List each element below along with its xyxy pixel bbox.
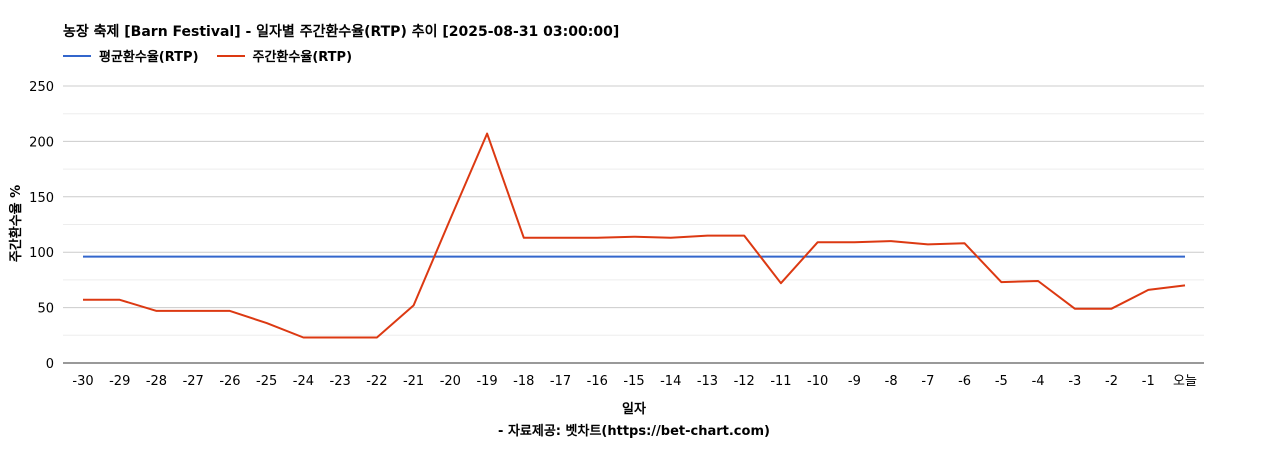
chart-title: 농장 축제 [Barn Festival] - 일자별 주간환수율(RTP) 추… xyxy=(63,24,620,40)
legend-swatch-weekly-rtp xyxy=(216,54,245,57)
legend-label-avg-rtp: 평균환수율(RTP) xyxy=(99,50,199,65)
x-tick-label: -2 xyxy=(1105,374,1118,389)
x-tick-label: -16 xyxy=(587,374,608,389)
x-tick-label: -30 xyxy=(72,374,93,389)
x-tick-label: -20 xyxy=(440,374,461,389)
y-tick-label: 200 xyxy=(29,135,54,150)
x-tick-label: -6 xyxy=(958,374,971,389)
x-tick-label: -7 xyxy=(921,374,934,389)
x-tick-label: -13 xyxy=(697,374,718,389)
x-axis-ticks: -30 -29 -28 -27 -26 -25 -24 -23 -22 -21 -20 -19 -18 -… xyxy=(72,374,1197,389)
y-tick-label: 0 xyxy=(46,357,54,372)
x-tick-label: -5 xyxy=(995,374,1008,389)
legend-label-weekly-rtp: 주간환수율(RTP) xyxy=(252,50,353,65)
x-tick-label: -11 xyxy=(770,374,791,389)
x-tick-label: 오늘 xyxy=(1173,374,1197,389)
x-tick-label: -18 xyxy=(513,374,534,389)
x-tick-label: -3 xyxy=(1068,374,1081,389)
y-tick-label: 100 xyxy=(29,246,54,261)
y-tick-label: 50 xyxy=(37,302,54,317)
y-axis-title: 주간환수율 % xyxy=(8,185,24,262)
x-tick-label: -25 xyxy=(256,374,277,389)
x-tick-label: -1 xyxy=(1142,374,1155,389)
x-tick-label: -4 xyxy=(1032,374,1045,389)
x-tick-label: -24 xyxy=(293,374,314,389)
grid-lines xyxy=(63,85,1204,336)
series-lines xyxy=(82,132,1186,339)
x-tick-label: -21 xyxy=(403,374,424,389)
y-tick-label: 150 xyxy=(29,191,54,206)
x-tick-label: -9 xyxy=(848,374,861,389)
y-tick-label: 250 xyxy=(29,80,54,95)
legend: 평균환수율(RTP) 주간환수율(RTP) xyxy=(63,46,370,65)
x-axis-title: 일자 xyxy=(622,402,646,417)
x-tick-label: -10 xyxy=(807,374,828,389)
x-tick-label: -12 xyxy=(734,374,755,389)
source-note: - 자료제공: 벳차트(https://bet-chart.com) xyxy=(498,424,770,439)
legend-item-weekly-rtp[interactable]: 주간환수율(RTP) xyxy=(216,46,353,65)
x-tick-label: -28 xyxy=(146,374,167,389)
x-tick-label: -23 xyxy=(330,374,351,389)
x-tick-label: -19 xyxy=(476,374,497,389)
x-tick-label: -26 xyxy=(219,374,240,389)
x-tick-label: -27 xyxy=(183,374,204,389)
x-tick-label: -17 xyxy=(550,374,571,389)
legend-item-avg-rtp[interactable]: 평균환수율(RTP) xyxy=(63,46,199,65)
x-tick-label: -14 xyxy=(660,374,681,389)
y-axis-ticks: 0 50 100 150 200 250 xyxy=(29,80,54,372)
legend-swatch-avg-rtp xyxy=(63,54,91,57)
x-tick-label: -22 xyxy=(366,374,387,389)
series-line-weekly-rtp xyxy=(83,132,1186,339)
x-tick-label: -15 xyxy=(623,374,644,389)
x-tick-label: -8 xyxy=(885,374,898,389)
x-tick-label: -29 xyxy=(109,374,130,389)
